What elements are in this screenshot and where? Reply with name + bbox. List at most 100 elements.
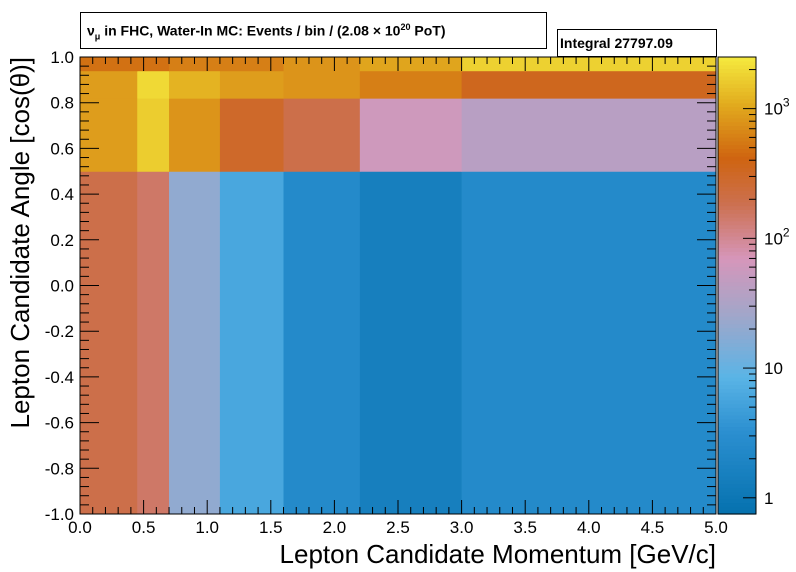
heatmap-cell: [461, 171, 717, 515]
palette-band: [718, 114, 756, 119]
title-text: in FHC, Water-In MC: Events / bin / (2.0…: [100, 22, 401, 39]
palette-band: [718, 399, 756, 405]
heatmap-cell: [461, 98, 717, 172]
x-tick-label: 4.0: [577, 518, 601, 537]
palette-band: [718, 342, 756, 348]
palette-tick-exponent: 3: [783, 96, 790, 110]
palette-band: [718, 498, 756, 504]
y-tick-label: 0.0: [50, 277, 74, 296]
palette-band: [718, 247, 756, 252]
palette-band: [718, 129, 756, 134]
palette-band: [718, 228, 756, 233]
heatmap-cell: [283, 57, 361, 72]
palette-band: [718, 76, 756, 81]
palette-band: [718, 338, 756, 344]
palette-band: [718, 449, 756, 454]
palette-band: [718, 281, 756, 287]
palette-band: [718, 434, 756, 439]
palette-band: [718, 277, 756, 283]
palette-band: [718, 296, 756, 302]
palette-band: [718, 270, 756, 275]
palette-band: [718, 369, 756, 374]
palette-band: [718, 91, 756, 96]
palette-band: [718, 205, 756, 210]
palette-band: [718, 487, 756, 492]
palette-band: [718, 479, 756, 485]
palette-band: [718, 472, 756, 477]
palette-band: [718, 491, 756, 496]
palette-band: [718, 475, 756, 481]
palette-band: [718, 323, 756, 328]
palette-band: [718, 308, 756, 313]
x-tick-label: 3.5: [513, 518, 537, 537]
palette-band: [718, 79, 756, 85]
palette-tick-exponent: 2: [783, 225, 790, 239]
stats-text: Integral 27797.09: [560, 35, 673, 51]
palette-band: [718, 494, 756, 500]
palette-band: [718, 460, 756, 466]
palette-band: [718, 304, 756, 309]
heatmap-cell: [169, 70, 221, 99]
palette-band: [718, 144, 756, 149]
palette-band: [718, 258, 756, 264]
heatmap-cell: [219, 98, 285, 172]
heatmap-cell: [283, 98, 361, 172]
palette-band: [718, 430, 756, 435]
chart-title: νμ in FHC, Water-In MC: Events / bin / (…: [87, 22, 445, 41]
heatmap-cell: [80, 70, 138, 99]
palette-band: [718, 72, 756, 77]
palette-band: [718, 331, 756, 336]
x-tick-label: 0.0: [68, 518, 92, 537]
palette-band: [718, 502, 756, 507]
palette-band: [718, 133, 756, 138]
palette-band: [718, 57, 756, 62]
x-tick-label: 5.0: [704, 518, 728, 537]
heatmap-cell: [359, 70, 463, 99]
y-tick-label: 0.2: [50, 231, 74, 250]
heatmap-cell: [219, 171, 285, 515]
palette-tick-label: 1: [764, 489, 773, 508]
stats-label: Integral: [560, 35, 611, 51]
palette-band: [718, 262, 756, 268]
x-tick-label: 2.0: [323, 518, 347, 537]
palette-band: [718, 357, 756, 363]
title-box: νμ in FHC, Water-In MC: Events / bin / (…: [80, 12, 547, 49]
palette-band: [718, 388, 756, 393]
palette-band: [718, 464, 756, 469]
palette-band: [718, 125, 756, 130]
x-tick-label: 3.0: [450, 518, 474, 537]
palette-band: [718, 60, 756, 66]
palette-band: [718, 441, 756, 447]
palette-band: [718, 274, 756, 279]
palette-band: [718, 140, 756, 146]
palette-band: [718, 392, 756, 397]
palette-band: [718, 163, 756, 169]
stats-value: 27797.09: [614, 35, 673, 51]
palette-band: [718, 426, 756, 431]
heatmap-cell: [80, 98, 138, 172]
palette-band: [718, 68, 756, 73]
x-tick-label: 1.0: [195, 518, 219, 537]
y-tick-label: -0.8: [45, 459, 74, 478]
palette-band: [718, 117, 756, 123]
palette-band: [718, 209, 756, 214]
y-tick-label: 1.0: [50, 48, 74, 67]
palette-band: [718, 456, 756, 462]
heatmap-cell: [137, 57, 170, 72]
x-tick-label: 2.5: [386, 518, 410, 537]
palette-band: [718, 407, 756, 412]
palette-band: [718, 171, 756, 176]
heatmap-cell: [137, 171, 170, 515]
palette-band: [718, 285, 756, 290]
palette-band: [718, 220, 756, 226]
y-tick-label: 0.8: [50, 94, 74, 113]
palette-band: [718, 335, 756, 340]
palette-band: [718, 216, 756, 222]
palette-band: [718, 175, 756, 180]
palette-band: [718, 293, 756, 298]
title-suffix: PoT): [410, 22, 446, 39]
palette-band: [718, 235, 756, 241]
palette-band: [718, 373, 756, 378]
color-scale: 1 10 102 103: [717, 56, 790, 515]
